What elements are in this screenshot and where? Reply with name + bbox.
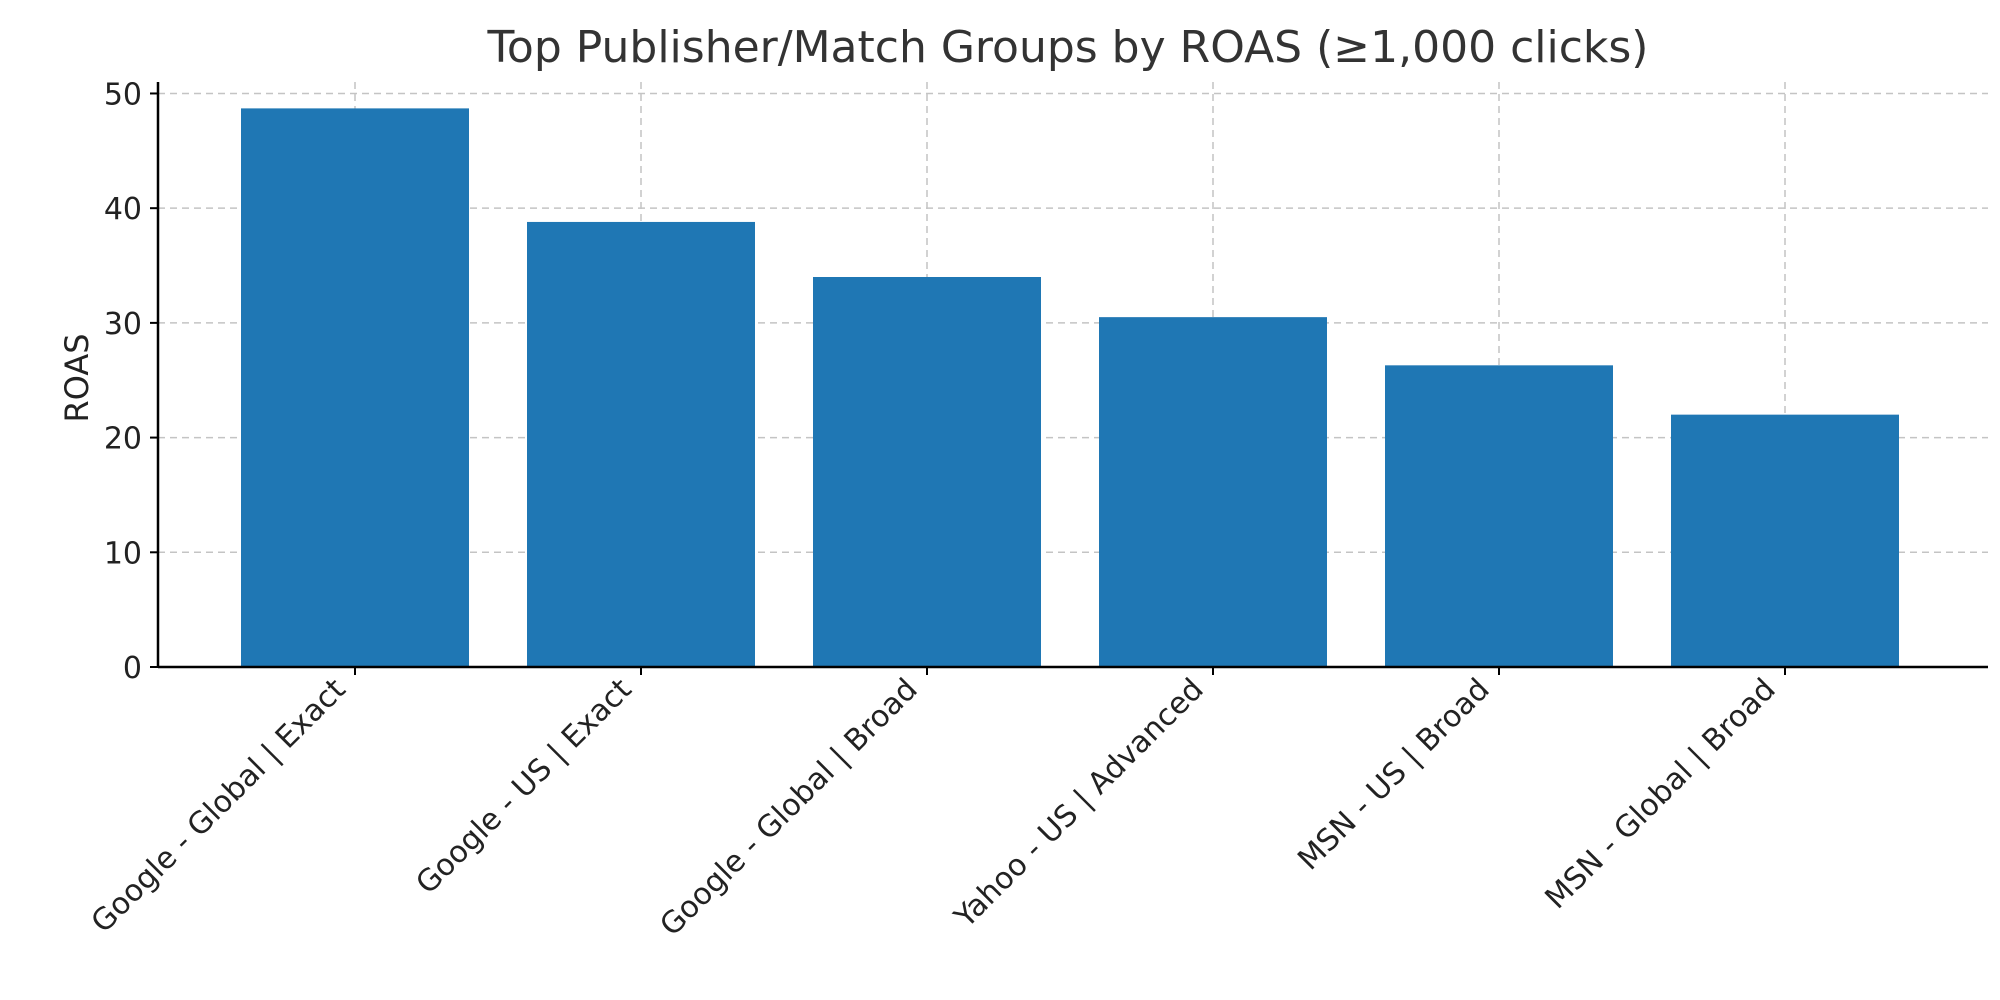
x-tick-label: Google - Global | Broad	[653, 672, 924, 943]
x-tick-label: MSN - US | Broad	[1291, 672, 1496, 877]
chart-title: Top Publisher/Match Groups by ROAS (≥1,0…	[487, 22, 1649, 73]
bar	[1385, 365, 1613, 667]
axes-layer	[156, 82, 1988, 669]
bar	[241, 108, 469, 668]
bar	[813, 277, 1041, 667]
y-tick-label: 40	[104, 192, 142, 227]
y-tick-label: 10	[104, 536, 142, 571]
bar	[1099, 317, 1327, 667]
x-tick-label: MSN - Global | Broad	[1539, 672, 1783, 916]
y-tick-label: 0	[123, 651, 142, 686]
bar	[527, 221, 755, 668]
y-tick-label: 30	[104, 307, 142, 342]
x-tick-label: Google - US | Exact	[409, 672, 638, 901]
y-tick-label: 50	[104, 77, 142, 112]
x-tick-label: Google - Global | Exact	[85, 672, 353, 940]
bar	[1671, 414, 1899, 667]
bars-layer	[241, 108, 1899, 668]
y-axis-label: ROAS	[58, 333, 96, 422]
y-tick-label: 20	[104, 422, 142, 457]
x-tick-label: Yahoo - US | Advanced	[947, 672, 1210, 935]
